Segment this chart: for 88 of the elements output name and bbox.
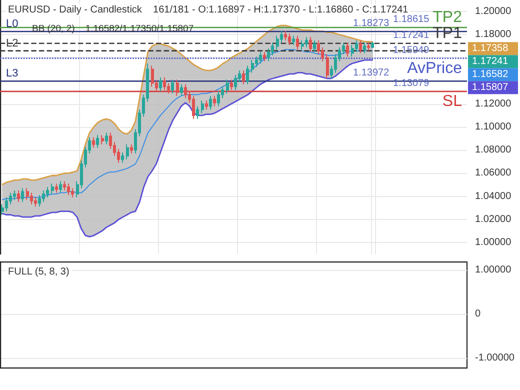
- y-tick-label: 1.12000: [475, 98, 512, 110]
- candlestick: [126, 144, 129, 160]
- candlestick: [184, 84, 187, 99]
- candlestick: [96, 134, 99, 148]
- candlestick: [263, 51, 266, 62]
- candlestick: [163, 76, 166, 91]
- ref-line-label: L3: [6, 68, 18, 80]
- candlestick: [209, 95, 212, 110]
- candlestick: [363, 42, 366, 54]
- candlestick: [313, 40, 316, 52]
- candlestick: [246, 65, 249, 85]
- candlestick: [46, 186, 49, 198]
- candlestick: [21, 188, 24, 203]
- candlestick: [351, 44, 354, 58]
- candlestick: [55, 183, 58, 194]
- candlestick: [159, 76, 162, 92]
- text: FULL (5, 8, 3): [8, 266, 70, 278]
- candlestick: [367, 42, 370, 52]
- candlestick: [180, 84, 183, 96]
- candlestick: [171, 79, 174, 94]
- candlestick: [59, 180, 62, 194]
- text: 1.17241: [393, 30, 430, 41]
- candlestick: [217, 90, 220, 107]
- y-tick-label: 1.20000: [475, 6, 512, 18]
- candlestick: [63, 180, 66, 191]
- candlestick: [17, 190, 20, 203]
- y-tick-label: 1.08000: [475, 144, 512, 156]
- candlestick: [301, 40, 304, 50]
- text: -1.00000: [475, 352, 515, 364]
- candlestick: [292, 35, 295, 46]
- ref-line-label: L0: [6, 18, 18, 30]
- candlestick: [205, 100, 208, 110]
- candlestick: [51, 183, 54, 194]
- candlestick: [288, 32, 291, 46]
- candlestick: [105, 132, 108, 145]
- candlestick: [5, 196, 8, 212]
- candlestick: [130, 144, 133, 154]
- candlestick: [67, 183, 70, 196]
- candlestick: [355, 40, 358, 52]
- candlestick: [359, 40, 362, 54]
- candlestick: [230, 79, 233, 91]
- text: 1.17358: [472, 43, 509, 54]
- candlestick: [30, 192, 33, 205]
- text: 1.17241: [472, 56, 509, 68]
- candlestick: [371, 41, 374, 48]
- ref-line-label: SL: [442, 92, 462, 110]
- text: 1.15807: [472, 82, 509, 94]
- candlestick: [192, 95, 195, 120]
- y-tick-label: 1.00000: [475, 236, 512, 248]
- y-tick-label: 1.06000: [475, 168, 512, 179]
- candlestick: [346, 42, 349, 58]
- candlestick: [234, 74, 237, 91]
- candlestick: [101, 134, 104, 145]
- annotation: 1.13972: [353, 68, 390, 79]
- candlestick: [309, 36, 312, 52]
- candlestick: [326, 54, 329, 80]
- y-tick-label: 1.10000: [475, 122, 512, 132]
- y-tick-label: 1.02000: [475, 214, 512, 225]
- candlestick: [151, 65, 154, 88]
- candlestick: [251, 60, 254, 74]
- candlestick: [42, 190, 45, 203]
- candlestick: [196, 106, 199, 120]
- y-tick-label: 1.18000: [475, 29, 512, 40]
- candlestick: [296, 35, 299, 50]
- ref-line-label: TP2: [432, 9, 462, 26]
- y-tick-label: 1.04000: [475, 190, 512, 202]
- candlestick: [121, 152, 124, 164]
- candlestick: [38, 194, 41, 208]
- candlestick: [201, 100, 204, 114]
- candlestick: [26, 188, 29, 200]
- text: 1.18615: [393, 14, 430, 26]
- candlestick: [242, 70, 245, 85]
- annotation: 1.18273: [353, 18, 390, 29]
- candlestick: [92, 136, 95, 148]
- candlestick: [13, 190, 16, 200]
- candlestick: [305, 36, 308, 48]
- candlestick: [226, 79, 229, 94]
- ref-line-label: AvPrice: [407, 60, 462, 77]
- candlestick: [34, 196, 37, 208]
- candlestick: [213, 95, 216, 107]
- text: 1.16582: [472, 69, 509, 80]
- text: 0: [475, 308, 481, 320]
- chart-title: EURUSD - Daily - Candlestick 161/181 - O:1.16897 - H:1.17370 - L:1.16860 - C:1.17241: [8, 4, 409, 16]
- candlestick: [259, 51, 262, 64]
- candlestick: [276, 35, 279, 50]
- candlestick: [284, 30, 287, 41]
- candlestick: [176, 79, 179, 96]
- candlestick: [71, 188, 74, 198]
